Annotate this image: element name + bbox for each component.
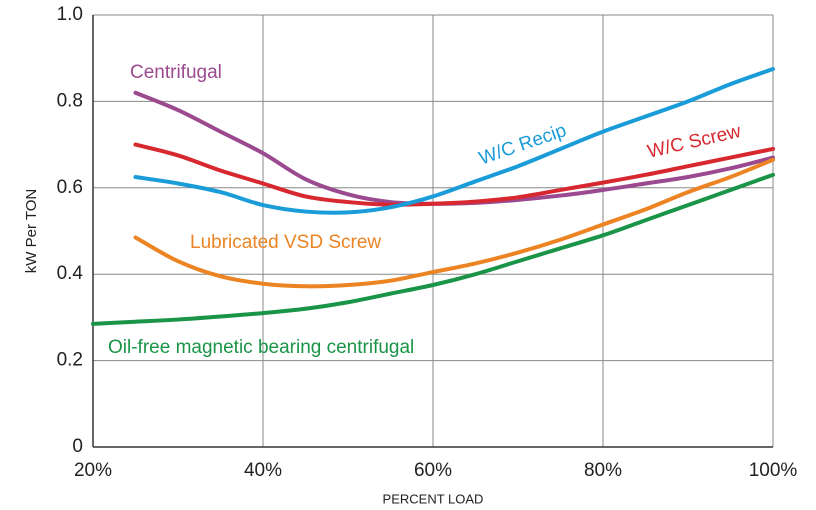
series-label: Oil-free magnetic bearing centrifugal [108, 337, 414, 358]
x-tick-label: 80% [584, 460, 622, 481]
series-line [91, 172, 775, 326]
x-tick-label: 20% [74, 460, 112, 481]
x-tick-label: 100% [749, 460, 798, 481]
x-tick-label: 40% [244, 460, 282, 481]
y-tick-label: 1.0 [57, 4, 83, 25]
y-tick-label: 0.6 [57, 177, 83, 198]
y-tick-label: 0.2 [57, 350, 83, 371]
series-line [133, 157, 775, 289]
y-axis-title: kW Per TON [23, 189, 40, 273]
series-label: Lubricated VSD Screw [190, 232, 381, 253]
y-tick-label: 0 [72, 436, 83, 457]
series-line [133, 142, 775, 207]
x-axis-title: PERCENT LOAD [383, 491, 484, 506]
series-line [133, 67, 775, 215]
series-label: W/C Recip [476, 120, 569, 169]
y-tick-label: 0.4 [57, 263, 84, 284]
x-tick-label: 60% [414, 460, 452, 481]
y-tick-label: 0.8 [57, 90, 83, 111]
series-label: Centrifugal [130, 62, 222, 83]
